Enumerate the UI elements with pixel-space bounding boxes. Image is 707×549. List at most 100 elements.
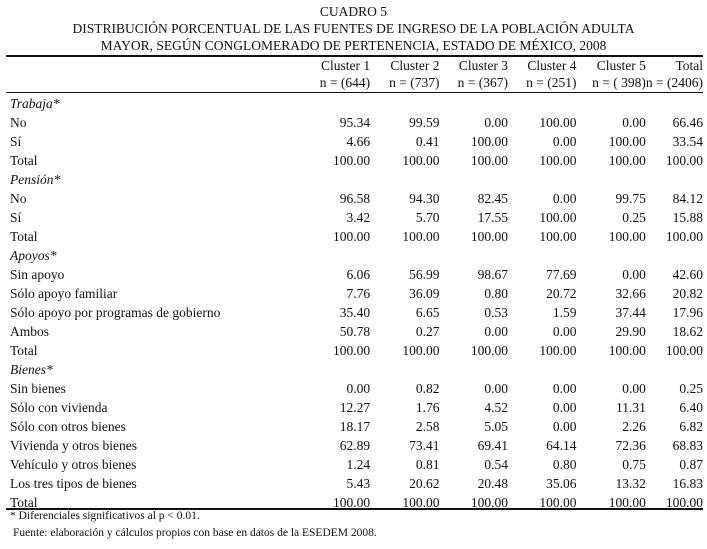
table-row: No 95.34 99.59 0.00 100.00 0.00 66.46: [6, 113, 703, 132]
table-row: Los tres tipos de bienes 5.43 20.62 20.48 35…: [6, 474, 703, 493]
value-cell: 17.55: [477, 210, 508, 225]
value-cell: 100.00: [402, 343, 440, 358]
value-cell: 100.00: [539, 229, 577, 244]
value-cell: 100.00: [333, 343, 371, 358]
value-cell: 0.27: [415, 324, 440, 339]
value-cell: 2.26: [622, 419, 646, 434]
value-cell: 6.06: [346, 267, 371, 282]
row-label: Ambos: [10, 324, 50, 339]
value-cell: 98.67: [477, 267, 508, 282]
table-row: Sí 3.42 5.70 17.55 100.00 0.25 15.88: [6, 208, 703, 227]
value-cell: 12.27: [339, 400, 371, 415]
row-label: Sólo apoyo por programas de gobierno: [10, 305, 221, 320]
value-cell: 0.00: [622, 267, 646, 282]
value-cell: 5.70: [415, 210, 440, 225]
value-cell: 69.41: [477, 438, 508, 453]
bottom-rule: [6, 508, 703, 510]
value-cell: 37.44: [615, 305, 646, 320]
value-cell: 100.00: [608, 134, 646, 149]
value-cell: 66.46: [672, 115, 703, 130]
row-label: Total: [10, 153, 38, 168]
table-row: Total 100.00 100.00 100.00 100.00 100.00 100.0…: [6, 341, 703, 360]
section-title: Pensión*: [10, 172, 61, 187]
value-cell: 0.87: [679, 457, 703, 472]
empty-cell: [6, 57, 302, 74]
value-cell: 100.00: [539, 343, 577, 358]
value-cell: 100.00: [608, 153, 646, 168]
row-label: Total: [10, 495, 38, 510]
value-cell: 0.41: [415, 134, 440, 149]
value-cell: 100.00: [470, 343, 508, 358]
value-cell: 100.00: [333, 229, 371, 244]
column-header-n: n = (367): [457, 75, 508, 90]
table-row: Total 100.00 100.00 100.00 100.00 100.00 100.0…: [6, 151, 703, 170]
value-cell: 64.14: [546, 438, 577, 453]
value-cell: 20.72: [546, 286, 577, 301]
section-header-row: Pensión*: [6, 170, 703, 189]
value-cell: 0.00: [346, 381, 371, 396]
value-cell: 20.48: [477, 476, 508, 491]
value-cell: 3.42: [346, 210, 371, 225]
empty-cell: [6, 74, 302, 91]
row-label: Sólo con otros bienes: [10, 419, 126, 434]
section-header-row: Trabaja*: [6, 94, 703, 113]
value-cell: 5.05: [484, 419, 508, 434]
table-row: Total 100.00 100.00 100.00 100.00 100.00 100.0…: [6, 227, 703, 246]
value-cell: 100.00: [402, 495, 440, 510]
column-header-name: Cluster 4: [527, 58, 577, 73]
value-cell: 68.83: [672, 438, 703, 453]
section-title: Bienes*: [10, 362, 53, 377]
row-label: Los tres tipos de bienes: [10, 476, 137, 491]
table-title-line-2: MAYOR, SEGÚN CONGLOMERADO DE PERTENENCIA…: [100, 38, 607, 53]
column-header-name: Cluster 1: [321, 58, 371, 73]
value-cell: 0.80: [552, 457, 577, 472]
header-row: n = (644) n = (737) n = (367) n = (251) n = …: [6, 74, 703, 91]
table-row: Sólo apoyo familiar 7.76 36.09 0.80 20.72 32.…: [6, 284, 703, 303]
value-cell: 95.34: [339, 115, 371, 130]
value-cell: 36.09: [409, 286, 440, 301]
table-row: No 96.58 94.30 82.45 0.00 99.75 84.12: [6, 189, 703, 208]
value-cell: 0.00: [622, 381, 646, 396]
value-cell: 0.25: [622, 210, 646, 225]
table-row: Sin apoyo 6.06 56.99 98.67 77.69 0.00 42.60: [6, 265, 703, 284]
value-cell: 20.82: [672, 286, 703, 301]
value-cell: 84.12: [672, 191, 703, 206]
row-label: No: [10, 115, 27, 130]
value-cell: 0.00: [484, 381, 508, 396]
value-cell: 0.00: [552, 324, 577, 339]
section-title: Trabaja*: [10, 96, 60, 111]
value-cell: 0.25: [679, 381, 703, 396]
value-cell: 0.82: [415, 381, 440, 396]
section-header-row: Apoyos*: [6, 246, 703, 265]
column-header-name: Cluster 5: [596, 58, 646, 73]
table-row: Sí 4.66 0.41 100.00 0.00 100.00 33.54: [6, 132, 703, 151]
value-cell: 99.75: [615, 191, 646, 206]
value-cell: 0.00: [552, 191, 577, 206]
value-cell: 6.40: [679, 400, 703, 415]
value-cell: 100.00: [608, 495, 646, 510]
value-cell: 50.78: [339, 324, 371, 339]
value-cell: 4.52: [484, 400, 508, 415]
value-cell: 13.32: [615, 476, 646, 491]
value-cell: 6.82: [679, 419, 703, 434]
value-cell: 7.76: [346, 286, 371, 301]
value-cell: 2.58: [415, 419, 440, 434]
value-cell: 100.00: [470, 229, 508, 244]
table-row: Total 100.00 100.00 100.00 100.00 100.00 100.0…: [6, 493, 703, 512]
value-cell: 0.00: [552, 419, 577, 434]
row-label: Vehículo y otros bienes: [10, 457, 137, 472]
value-cell: 100.00: [539, 495, 577, 510]
section-header-row: Bienes*: [6, 360, 703, 379]
value-cell: 18.62: [672, 324, 703, 339]
value-cell: 0.81: [415, 457, 440, 472]
section-title: Apoyos*: [10, 248, 57, 263]
value-cell: 6.65: [415, 305, 440, 320]
value-cell: 0.53: [484, 305, 508, 320]
value-cell: 16.83: [672, 476, 703, 491]
column-header-n: n = ( 398): [592, 75, 646, 90]
value-cell: 94.30: [409, 191, 440, 206]
value-cell: 4.66: [346, 134, 371, 149]
value-cell: 0.00: [484, 115, 508, 130]
table-row: Ambos 50.78 0.27 0.00 0.00 29.90 18.62: [6, 322, 703, 341]
